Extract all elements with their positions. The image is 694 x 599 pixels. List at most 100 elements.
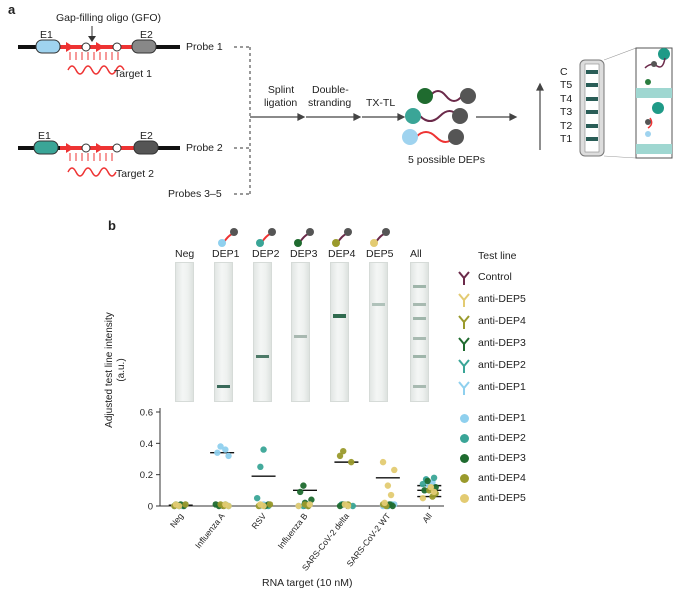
data-point bbox=[381, 499, 388, 507]
gfo-label: Gap-filling oligo (GFO) bbox=[56, 12, 162, 24]
data-point bbox=[212, 501, 219, 508]
data-point bbox=[336, 502, 344, 510]
test-strip-all bbox=[410, 262, 429, 402]
dep1-icon bbox=[218, 228, 238, 247]
data-point bbox=[225, 452, 232, 460]
data-point bbox=[419, 480, 427, 488]
data-point bbox=[257, 463, 264, 471]
data-point bbox=[253, 494, 261, 502]
legend-anti-dep1: anti-DEP1 bbox=[456, 380, 526, 396]
chart-means bbox=[168, 452, 442, 506]
data-point bbox=[222, 501, 229, 508]
e1-domain bbox=[35, 39, 61, 54]
legend-dot-icon bbox=[460, 434, 469, 443]
dep-caption: 5 possible DEPs bbox=[408, 154, 486, 166]
lfa-line-label: C bbox=[560, 66, 568, 78]
test-strip-dep2 bbox=[253, 262, 272, 402]
data-point bbox=[306, 501, 313, 508]
chart-legend-label: anti-DEP5 bbox=[478, 492, 526, 504]
data-point bbox=[217, 501, 224, 508]
band-all bbox=[413, 337, 426, 340]
y-tick-label: 0.4 bbox=[140, 439, 153, 450]
probe1-label: Probe 1 bbox=[186, 41, 223, 53]
data-point bbox=[295, 502, 302, 510]
lfa-line-label: T4 bbox=[560, 92, 573, 105]
antibody-icon bbox=[458, 381, 470, 395]
data-point bbox=[427, 484, 435, 491]
probe2-e1-label: E1 bbox=[38, 130, 51, 142]
data-point bbox=[266, 501, 274, 508]
data-point bbox=[217, 443, 224, 450]
target1-label: Target 1 bbox=[114, 68, 152, 80]
chart-legend-label: anti-DEP2 bbox=[478, 432, 526, 444]
y-tick-label: 0.2 bbox=[140, 470, 153, 481]
y-axis-label: Adjusted test line intensity (a.u.) bbox=[104, 312, 127, 428]
process-arrows bbox=[250, 82, 544, 150]
step2-label-2: stranding bbox=[308, 97, 352, 109]
panel-b-letter: b bbox=[108, 218, 116, 233]
step1-label-2: ligation bbox=[264, 97, 298, 109]
target2-label: Target 2 bbox=[116, 168, 154, 180]
dep-icons-row bbox=[218, 228, 390, 247]
antibody-icon bbox=[458, 359, 470, 373]
legend-anti-dep5: anti-DEP5 bbox=[456, 292, 526, 308]
x-tick-label: RSV bbox=[250, 511, 269, 531]
data-point bbox=[301, 501, 309, 508]
dep5-icon bbox=[370, 228, 390, 247]
antibody-icon bbox=[458, 271, 470, 285]
data-point bbox=[384, 482, 392, 489]
panel-a-schematic bbox=[18, 26, 673, 195]
data-point bbox=[214, 449, 221, 456]
legend-anti-dep2: anti-DEP2 bbox=[456, 358, 526, 374]
band-dep3 bbox=[294, 335, 307, 338]
lfa-line-label: T3 bbox=[560, 106, 573, 119]
legend-dot-icon bbox=[460, 414, 469, 423]
strip-label: All bbox=[410, 248, 422, 260]
step3-label: TX-TL bbox=[366, 97, 396, 109]
data-point bbox=[182, 501, 189, 508]
lfa-line-label: T2 bbox=[560, 119, 573, 132]
dep3-icon bbox=[294, 228, 314, 247]
probe2-e2-label: E2 bbox=[140, 130, 153, 142]
chart-legend-label: anti-DEP4 bbox=[478, 472, 526, 484]
probe-bracket bbox=[234, 46, 251, 195]
antibody-icon bbox=[458, 315, 470, 329]
probe1-e2-label: E2 bbox=[140, 29, 153, 41]
band-dep4 bbox=[333, 314, 346, 318]
probe2-diagram bbox=[18, 140, 180, 177]
dep4-icon bbox=[332, 228, 352, 247]
lfa-strip bbox=[579, 47, 673, 159]
test-line-title: Test line bbox=[478, 250, 517, 262]
probe1-diagram bbox=[18, 26, 180, 75]
data-point bbox=[341, 501, 349, 508]
band-all bbox=[413, 385, 426, 388]
data-point bbox=[430, 474, 438, 481]
data-point bbox=[421, 487, 428, 494]
x-tick-label: SARS-CoV-2 delta bbox=[300, 511, 351, 573]
band-all bbox=[413, 285, 426, 288]
test-strip-dep5 bbox=[369, 262, 388, 402]
band-all bbox=[413, 303, 426, 306]
data-point bbox=[300, 482, 307, 489]
x-tick-label: Neg bbox=[168, 511, 186, 530]
strip-label: Neg bbox=[175, 248, 195, 260]
data-point bbox=[387, 491, 395, 499]
data-point bbox=[297, 488, 304, 496]
probe1-e1-label: E1 bbox=[40, 29, 53, 41]
data-point bbox=[424, 477, 431, 485]
dep2-icon bbox=[256, 228, 276, 247]
x-tick-label: Influenza A bbox=[193, 511, 227, 551]
x-tick-label: Influenza B bbox=[276, 511, 310, 551]
e2-domain bbox=[131, 39, 157, 54]
band-all bbox=[413, 317, 426, 320]
data-point bbox=[348, 458, 355, 466]
antibody-icon bbox=[458, 337, 470, 351]
data-point bbox=[336, 452, 344, 460]
y-tick-label: 0.6 bbox=[140, 408, 153, 419]
strip-label: DEP5 bbox=[366, 248, 394, 260]
dep-molecules bbox=[402, 88, 476, 145]
data-point bbox=[349, 502, 357, 510]
band-all bbox=[413, 355, 426, 358]
band-dep1 bbox=[217, 385, 230, 388]
